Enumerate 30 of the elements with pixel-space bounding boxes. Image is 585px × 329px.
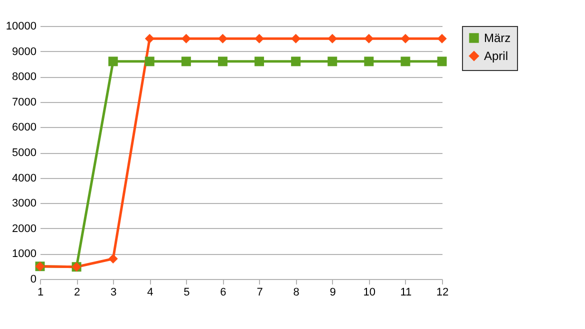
y-tick-label: 4000 [12,172,36,184]
legend-label: März [484,31,511,45]
point [108,254,118,264]
point [254,34,264,44]
x-tick-label: 4 [147,286,154,298]
y-tick-label: 3000 [12,198,36,210]
y-tick-label: 0 [30,274,36,286]
y-tick-label: 6000 [12,122,36,134]
x-tick-label: 7 [256,286,263,298]
y-tick-label: 2000 [12,222,36,235]
point [218,34,228,44]
x-tick-label: 3 [110,286,117,298]
x-tick-label: 9 [330,286,336,298]
y-tick-label: 9000 [12,46,36,58]
x-tick-label: 12 [436,286,449,298]
y-tick-label: 10000 [6,20,36,32]
y-tick-label: 8000 [12,71,36,84]
x-tick-label: 6 [220,286,226,298]
y-tick-label: 5000 [12,147,36,159]
point [218,56,228,66]
x-tick-label: 1 [37,286,44,298]
x-tick-label: 10 [363,286,376,298]
x-tick-label: 8 [293,286,300,298]
y-tick-label: 7000 [12,96,36,108]
x-tick-label: 11 [400,286,412,298]
x-tick-label: 2 [74,286,80,298]
point [254,56,264,66]
legend-label: April [484,49,508,63]
y-tick-label: 1000 [12,248,36,260]
x-tick-label: 5 [184,286,190,298]
